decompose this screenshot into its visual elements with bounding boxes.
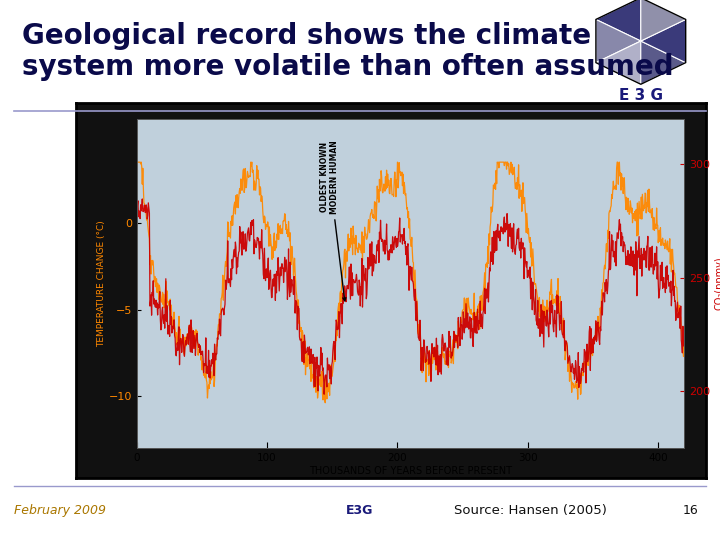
Polygon shape [596, 0, 641, 41]
Polygon shape [596, 41, 641, 84]
Text: Source: Hansen (2005): Source: Hansen (2005) [454, 504, 606, 517]
Text: E 3 G: E 3 G [618, 87, 663, 103]
Polygon shape [596, 19, 641, 63]
Text: Geological record shows the climate
system more volatile than often assumed: Geological record shows the climate syst… [22, 22, 673, 81]
Text: February 2009: February 2009 [14, 504, 107, 517]
Polygon shape [641, 19, 685, 63]
Text: E3G: E3G [346, 504, 374, 517]
Text: OLDEST KNOWN
MODERN HUMAN: OLDEST KNOWN MODERN HUMAN [320, 140, 346, 301]
Polygon shape [641, 0, 685, 41]
Y-axis label: CO₂(ppmv): CO₂(ppmv) [714, 256, 720, 310]
Polygon shape [641, 41, 685, 84]
Text: ICE-AGE CYCLE, VOSTOK, ANTARCTICA: ICE-AGE CYCLE, VOSTOK, ANTARCTICA [248, 118, 533, 131]
X-axis label: THOUSANDS OF YEARS BEFORE PRESENT: THOUSANDS OF YEARS BEFORE PRESENT [309, 466, 512, 476]
Text: 16: 16 [683, 504, 698, 517]
Y-axis label: TEMPERATURE CHANGE (°C): TEMPERATURE CHANGE (°C) [96, 220, 106, 347]
